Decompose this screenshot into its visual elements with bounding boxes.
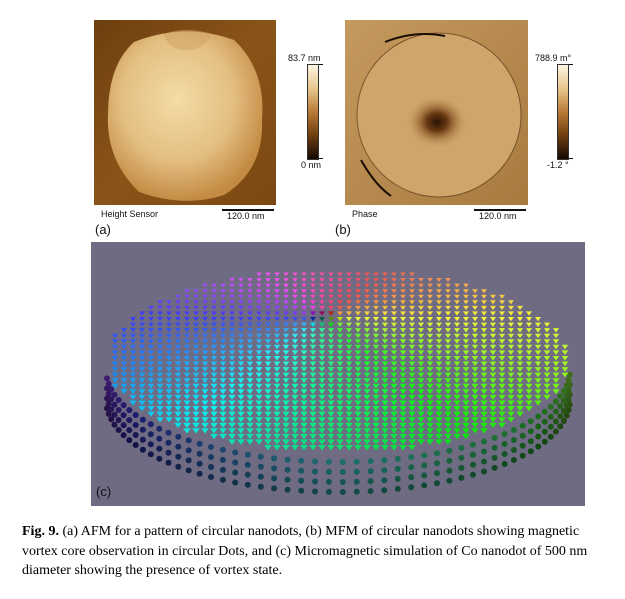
figure-caption: Fig. 9. (a) AFM for a pattern of circula… [22,522,607,581]
afm-colorbar-tick-min [319,158,323,159]
mfm-colorbar-tick-min [569,158,573,159]
afm-colorbar-min-label: 0 nm [301,160,322,170]
vortex-spin-field [104,272,573,495]
panel-b-letter: (b) [335,222,351,237]
mfm-channel-label: Phase [352,209,378,219]
afm-colorbar-tick-max [319,64,323,65]
afm-scale-bar [222,209,274,211]
mfm-scale-bar-label: 120.0 nm [479,211,517,221]
mfm-colorbar-min-label: -1.2 ° [547,160,569,170]
figure-caption-text: (a) AFM for a pattern of circular nanodo… [22,524,588,578]
afm-colorbar [307,64,319,160]
mfm-phase-image [345,20,528,205]
mfm-scale-bar [474,209,526,211]
afm-scale-bar-label: 120.0 nm [227,211,265,221]
afm-colorbar-max-label: 83.7 nm [288,53,321,63]
panel-a-letter: (a) [95,222,111,237]
mfm-colorbar-max-label: 788.9 m° [535,53,572,63]
afm-height-image [94,20,276,205]
afm-channel-label: Height Sensor [101,209,159,219]
micromagnetic-simulation-image [91,242,585,506]
mfm-colorbar [557,64,569,160]
mfm-colorbar-tick-max [569,64,573,65]
afm-height-map [94,20,276,205]
figure-number: Fig. 9. [22,524,59,539]
mfm-phase-map [345,20,528,205]
panel-c-letter: (c) [96,484,112,499]
